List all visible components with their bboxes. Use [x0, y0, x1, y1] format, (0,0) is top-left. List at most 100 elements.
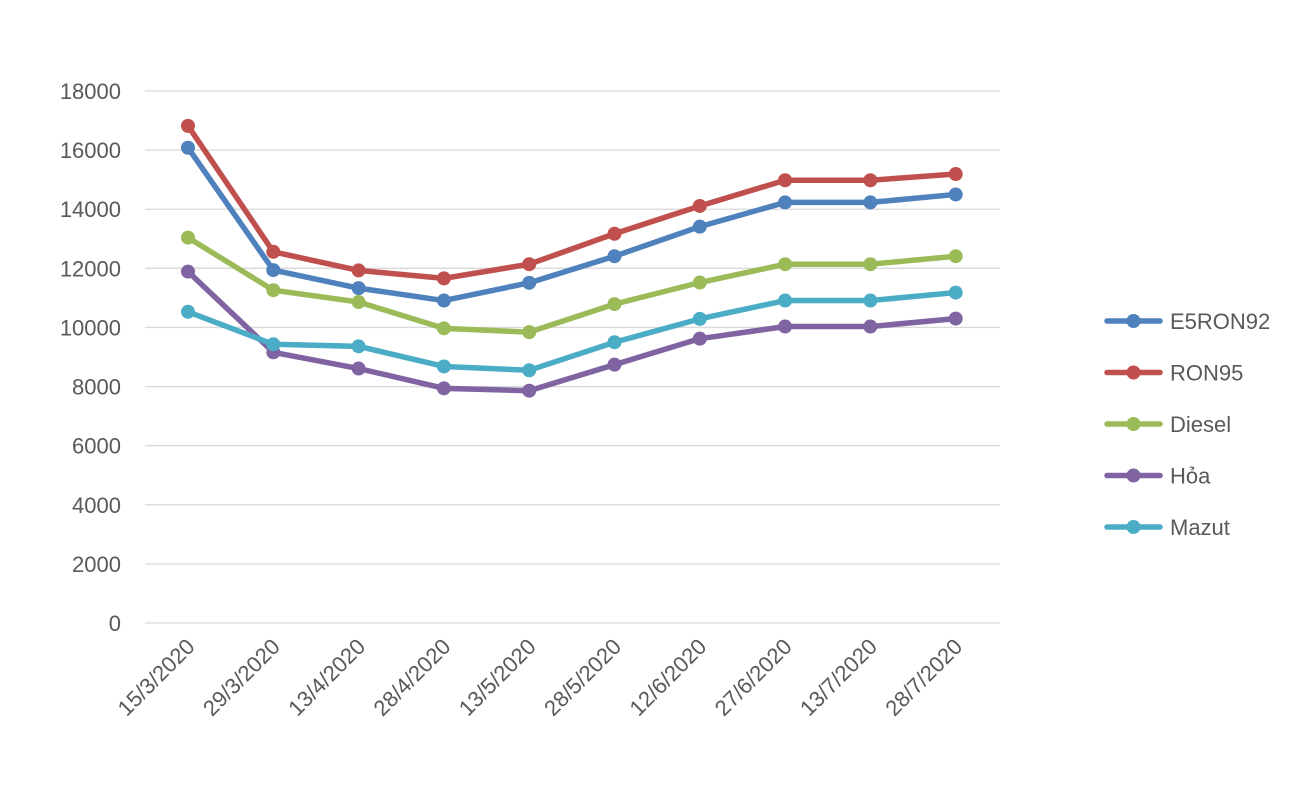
series-line: [185, 234, 959, 335]
y-tick-label: 10000: [60, 315, 121, 340]
gridlines: [145, 90, 1000, 624]
series-line: [185, 268, 959, 394]
legend-label: Diesel: [1170, 412, 1231, 437]
legend-marker: [1126, 365, 1141, 380]
series-line: [185, 289, 959, 374]
y-tick-label: 0: [109, 611, 121, 636]
data-point: [607, 249, 622, 264]
data-point: [181, 264, 195, 279]
data-point: [351, 281, 366, 296]
data-point: [607, 335, 622, 350]
data-point: [692, 311, 707, 326]
data-point: [948, 249, 963, 264]
series-diesel: [181, 230, 963, 340]
data-point: [522, 325, 537, 340]
legend-marker: [1126, 417, 1141, 431]
data-point: [522, 257, 537, 272]
data-point: [692, 275, 707, 290]
data-point: [948, 311, 963, 326]
data-point: [522, 383, 537, 398]
data-point: [266, 283, 281, 298]
legend-marker: [1126, 314, 1141, 328]
data-point: [692, 219, 707, 234]
x-tick-label: 13/5/2020: [454, 634, 541, 721]
y-tick-label: 12000: [60, 256, 121, 281]
data-point: [181, 304, 195, 319]
data-point: [436, 293, 451, 308]
x-tick-label: 13/7/2020: [795, 634, 882, 721]
data-point: [948, 167, 963, 182]
y-axis: 0 2000 4000 6000 8000 10000 12000 14000 16000 180…: [60, 79, 121, 636]
data-point: [266, 244, 281, 259]
series-hỏa: [181, 264, 963, 398]
x-tick-label: 28/5/2020: [539, 634, 626, 721]
legend-item: RON95: [1104, 361, 1243, 386]
data-point: [778, 173, 793, 188]
data-point: [863, 195, 878, 210]
series-ron95: [181, 118, 963, 286]
series-e5ron92: [181, 140, 963, 308]
x-tick-label: 29/3/2020: [198, 634, 285, 721]
legend-label: Hỏa: [1170, 464, 1211, 489]
data-point: [778, 195, 793, 210]
data-point: [436, 271, 451, 286]
data-point: [266, 337, 281, 352]
series-line: [185, 123, 959, 282]
x-tick-label: 28/7/2020: [880, 634, 967, 721]
series-mazut: [181, 285, 963, 378]
data-point: [692, 331, 707, 346]
data-point: [181, 118, 195, 133]
data-point: [351, 339, 366, 354]
data-point: [181, 140, 195, 155]
data-point: [351, 295, 366, 310]
data-point: [266, 263, 281, 278]
x-tick-label: 15/3/2020: [113, 634, 200, 721]
y-tick-label: 14000: [60, 197, 121, 222]
legend-item: Hỏa: [1104, 464, 1211, 489]
legend-label: Mazut: [1170, 515, 1230, 540]
series-line: [185, 144, 959, 304]
data-point: [948, 285, 963, 300]
y-tick-label: 2000: [72, 552, 121, 577]
data-point: [436, 321, 451, 336]
legend-label: E5RON92: [1170, 309, 1270, 334]
x-axis: 15/3/202029/3/202013/4/202028/4/202013/5…: [113, 634, 968, 721]
data-point: [778, 293, 793, 308]
data-point: [181, 230, 195, 245]
data-point: [351, 361, 366, 376]
data-point: [863, 293, 878, 308]
y-tick-label: 16000: [60, 138, 121, 163]
y-tick-label: 18000: [60, 79, 121, 104]
data-point: [436, 381, 451, 396]
x-tick-label: 27/6/2020: [710, 634, 797, 721]
x-tick-label: 28/4/2020: [369, 634, 456, 721]
legend-item: E5RON92: [1104, 309, 1270, 334]
data-point: [522, 363, 537, 378]
data-point: [863, 257, 878, 272]
data-point: [607, 226, 622, 241]
data-point: [863, 319, 878, 334]
data-point: [607, 297, 622, 312]
data-point: [436, 359, 451, 374]
legend: E5RON92 RON95 Diesel Hỏa Mazut: [1104, 309, 1270, 540]
y-tick-label: 6000: [72, 434, 121, 459]
data-point: [948, 187, 963, 202]
legend-label: RON95: [1170, 361, 1243, 386]
y-tick-label: 4000: [72, 493, 121, 518]
data-point: [607, 357, 622, 372]
data-point: [863, 173, 878, 188]
x-tick-label: 13/4/2020: [283, 634, 370, 721]
data-point: [778, 319, 793, 334]
data-point: [351, 263, 366, 278]
series-lines: [181, 118, 963, 398]
y-tick-label: 8000: [72, 375, 121, 400]
data-point: [522, 275, 537, 290]
data-point: [692, 198, 707, 213]
legend-marker: [1126, 520, 1141, 534]
x-tick-label: 12/6/2020: [624, 634, 711, 721]
data-point: [778, 257, 793, 272]
legend-item: Diesel: [1104, 412, 1231, 437]
legend-item: Mazut: [1104, 515, 1230, 540]
